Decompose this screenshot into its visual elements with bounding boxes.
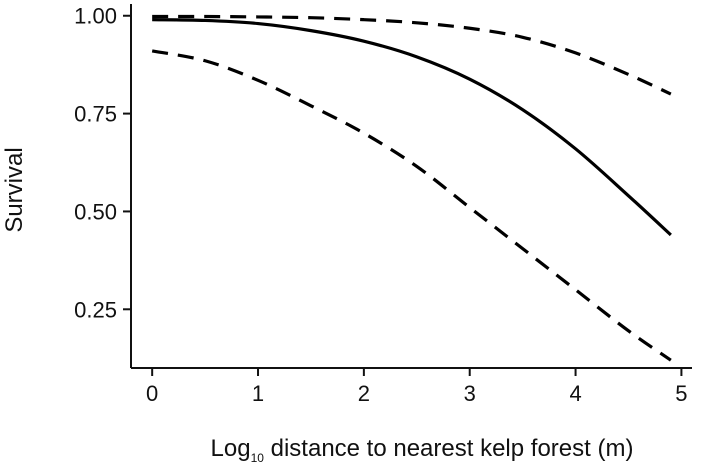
x-axis-title-suffix: distance to nearest kelp forest (m) (264, 435, 634, 462)
x-tick-label: 2 (358, 381, 370, 406)
x-tick-label: 0 (146, 381, 158, 406)
x-axis-title-prefix: Log (211, 435, 251, 462)
y-tick-label: 0.50 (74, 199, 117, 224)
series-lines (151, 14, 672, 362)
x-tick-label: 5 (675, 381, 687, 406)
y-axis-title: Survival (1, 147, 28, 232)
x-axis-title: Log10 distance to nearest kelp forest (m… (211, 435, 634, 465)
upper-ci-line (152, 14, 672, 96)
y-tick-label: 0.75 (74, 102, 117, 127)
x-tick-label: 1 (252, 381, 264, 406)
fitted-survival-line (152, 18, 672, 237)
lower-ci-line (151, 49, 672, 362)
x-axis-title-subscript: 10 (251, 451, 265, 465)
y-tick-label: 0.25 (74, 297, 117, 322)
x-ticks: 0 1 2 3 4 5 (146, 368, 688, 406)
y-tick-label: 1.00 (74, 4, 117, 29)
axes (130, 4, 692, 369)
x-tick-label: 3 (464, 381, 476, 406)
y-ticks: 0.25 0.50 0.75 1.00 (74, 4, 131, 322)
x-tick-label: 4 (569, 381, 581, 406)
